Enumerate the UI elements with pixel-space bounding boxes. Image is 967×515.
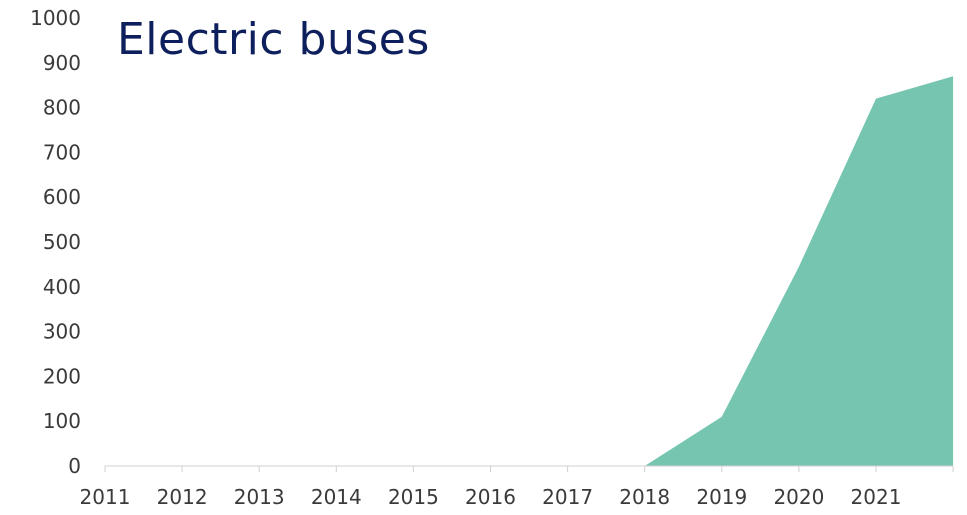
y-tick-label: 500 bbox=[43, 230, 81, 254]
x-tick-label: 2019 bbox=[696, 485, 747, 509]
area-series-0 bbox=[105, 76, 954, 466]
x-tick-label: 2014 bbox=[311, 485, 362, 509]
y-tick-label: 700 bbox=[43, 140, 81, 164]
x-axis bbox=[104, 465, 954, 472]
x-tick-label: 2021 bbox=[851, 485, 902, 509]
y-tick-label: 400 bbox=[43, 275, 81, 299]
x-tick-label: 2011 bbox=[80, 485, 131, 509]
y-tick-label: 300 bbox=[43, 320, 81, 344]
x-tick-label: 2016 bbox=[465, 485, 516, 509]
y-tick-label: 200 bbox=[43, 364, 81, 388]
area-layer bbox=[105, 76, 954, 466]
x-tick-label: 2020 bbox=[773, 485, 824, 509]
chart-title: Electric buses bbox=[117, 14, 430, 65]
y-tick-label: 800 bbox=[43, 96, 81, 120]
y-axis: 0 100 200 300 400 500 600 700 800 900 1000 bbox=[30, 6, 81, 478]
x-tick-label: 2018 bbox=[619, 485, 670, 509]
x-tick-label: 2012 bbox=[157, 485, 208, 509]
y-tick-label: 600 bbox=[43, 185, 81, 209]
y-tick-label: 0 bbox=[68, 454, 81, 478]
x-tick-label: 2017 bbox=[542, 485, 593, 509]
x-tick-label: 2013 bbox=[234, 485, 285, 509]
x-tick-labels: 2011 2012 2013 2014 2015 2016 2017 2018 2019 2020… bbox=[80, 485, 902, 509]
x-tick-label: 2015 bbox=[388, 485, 439, 509]
y-tick-label: 900 bbox=[43, 51, 81, 75]
y-tick-label: 100 bbox=[43, 409, 81, 433]
y-tick-label: 1000 bbox=[30, 6, 81, 30]
